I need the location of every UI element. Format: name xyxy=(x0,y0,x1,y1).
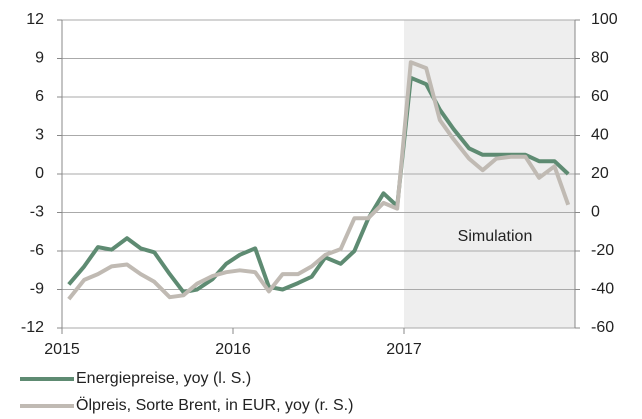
y-tick-label: 0 xyxy=(35,165,44,182)
y-tick-label: 12 xyxy=(26,11,44,28)
y-tick-label: 3 xyxy=(35,127,44,144)
y2-tick-label: 0 xyxy=(591,204,600,221)
y-tick-label: -9 xyxy=(30,281,44,298)
y-tick-label: -6 xyxy=(30,242,44,259)
x-tick-label: 2015 xyxy=(44,341,80,358)
y-tick-label: -12 xyxy=(21,319,44,336)
legend-label: Ölpreis, Sorte Brent, in EUR, yoy (r. S.… xyxy=(76,396,353,414)
y2-tick-label: -20 xyxy=(591,242,614,259)
x-tick-label: 2016 xyxy=(215,341,251,358)
y-tick-label: 9 xyxy=(35,50,44,67)
annotation: Simulation xyxy=(458,228,533,245)
legend-label: Energiepreise, yoy (l. S.) xyxy=(76,370,251,387)
y2-tick-label: 80 xyxy=(591,50,609,67)
series-line xyxy=(67,75,570,295)
y2-tick-label: 20 xyxy=(591,165,609,182)
x-tick-label: 2017 xyxy=(386,341,422,358)
y-tick-label: 6 xyxy=(35,88,44,105)
y2-tick-label: 60 xyxy=(591,88,609,105)
series-line xyxy=(67,60,571,301)
y2-tick-label: 40 xyxy=(591,127,609,144)
y2-tick-label: 100 xyxy=(591,11,618,28)
y2-tick-label: -40 xyxy=(591,281,614,298)
y-tick-label: -3 xyxy=(30,204,44,221)
y2-tick-label: -60 xyxy=(591,319,614,336)
